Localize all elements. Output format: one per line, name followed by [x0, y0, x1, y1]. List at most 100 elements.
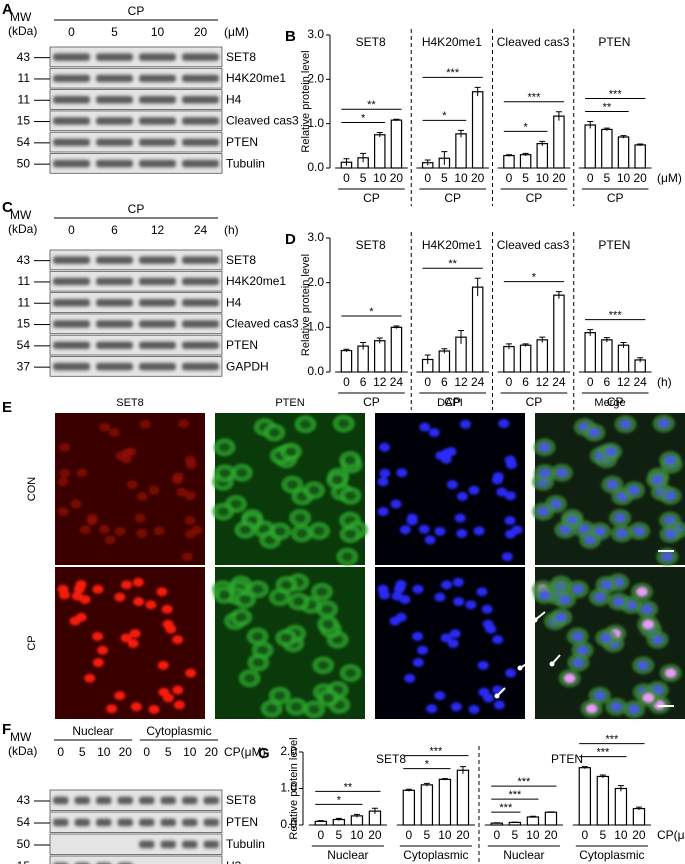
y-tick-label: 3.0 — [307, 27, 324, 41]
nucleus — [606, 480, 618, 490]
x-tick-label: 24 — [552, 375, 566, 389]
nucleus — [555, 612, 567, 622]
cells — [532, 414, 685, 566]
section-title: SET8 — [356, 35, 386, 49]
band — [139, 159, 176, 168]
bar — [503, 154, 515, 169]
nucleus — [129, 629, 141, 639]
x-tick-label: 0 — [424, 171, 431, 185]
x-tick-label: 20 — [456, 828, 470, 842]
band — [139, 117, 176, 125]
band — [53, 74, 90, 83]
nucleus — [185, 668, 197, 678]
mw-label: 15 — [17, 859, 31, 864]
band — [96, 159, 133, 168]
error-bar — [637, 357, 644, 363]
x-unit: (h) — [657, 375, 672, 389]
cells — [532, 573, 682, 719]
nucleus — [171, 475, 183, 485]
band — [139, 362, 176, 371]
band — [117, 796, 133, 805]
y-axis-label: Relative protein level — [300, 254, 312, 356]
band — [53, 298, 90, 307]
nucleus — [498, 419, 510, 429]
x-tick-label: 5 — [512, 828, 519, 842]
significance-label: *** — [508, 789, 522, 801]
nucleus — [317, 660, 329, 670]
band — [182, 796, 198, 805]
protein-label: H4K20me1 — [226, 274, 286, 288]
x-tick-label: 0 — [424, 375, 431, 389]
panel-letter: C — [2, 199, 13, 216]
mw-header: (kDa) — [8, 744, 37, 758]
mw-label: 11 — [18, 274, 31, 288]
mw-label: 11 — [18, 71, 31, 85]
lane-label: 5 — [165, 745, 172, 759]
nucleus — [404, 673, 416, 683]
section-title: PTEN — [598, 238, 630, 252]
group-label: CP — [363, 395, 380, 409]
column-label: PTEN — [275, 397, 304, 409]
blot-strip — [49, 334, 223, 356]
mw-label: 37 — [17, 359, 31, 373]
error-bar — [505, 343, 512, 350]
lane-label: 20 — [119, 745, 133, 759]
x-tick-label: 20 — [471, 171, 485, 185]
error-bar — [441, 151, 448, 165]
y-tick-label: 1.0 — [280, 781, 297, 795]
nucleus — [132, 577, 144, 587]
nucleus — [556, 468, 568, 478]
protein-label: H4K20me1 — [226, 71, 286, 85]
nucleus — [379, 590, 391, 600]
band — [53, 341, 90, 350]
mw-label: 50 — [17, 837, 31, 851]
protein-label: PTEN — [226, 338, 258, 352]
nucleus — [127, 638, 139, 648]
nucleus — [594, 592, 606, 602]
bar — [584, 124, 596, 169]
blot-strip — [49, 356, 223, 377]
band — [53, 796, 69, 805]
condition-label: Nuclear — [72, 724, 113, 738]
bar — [617, 136, 630, 169]
panel-letter: F — [2, 721, 11, 738]
nucleus — [399, 594, 411, 604]
bar — [390, 119, 403, 169]
band — [139, 341, 176, 350]
nucleus — [539, 590, 551, 600]
blot-strip — [49, 811, 223, 833]
significance-label: *** — [528, 92, 542, 104]
significance-label: *** — [609, 309, 623, 321]
bar — [553, 294, 565, 373]
nucleus — [308, 704, 320, 714]
nucleus — [252, 584, 264, 594]
lane-label: 10 — [183, 745, 197, 759]
nucleus — [572, 584, 584, 594]
nucleus — [600, 633, 612, 643]
bar — [632, 807, 646, 826]
y-tick-label: 0.0 — [307, 364, 324, 378]
bar — [455, 133, 467, 169]
nucleus — [115, 451, 127, 461]
y-tick-label: 1.0 — [307, 320, 324, 334]
y-tick-label: 0.0 — [307, 160, 324, 174]
nucleus — [504, 491, 516, 501]
blot-strip — [49, 110, 223, 132]
group-label: Nuclear — [503, 848, 544, 862]
nucleus — [418, 524, 430, 534]
nucleus — [452, 577, 464, 587]
nucleus — [636, 587, 648, 597]
band — [182, 840, 198, 849]
mw-label: 50 — [17, 156, 31, 170]
band — [139, 840, 155, 849]
band — [53, 159, 90, 168]
band — [53, 818, 69, 827]
bar — [420, 784, 434, 826]
nucleus — [434, 526, 446, 536]
nucleus — [59, 468, 71, 478]
band — [96, 320, 133, 328]
error-bar — [424, 159, 431, 166]
cells — [57, 577, 197, 714]
nucleus — [114, 526, 126, 536]
error-bar — [424, 354, 431, 364]
